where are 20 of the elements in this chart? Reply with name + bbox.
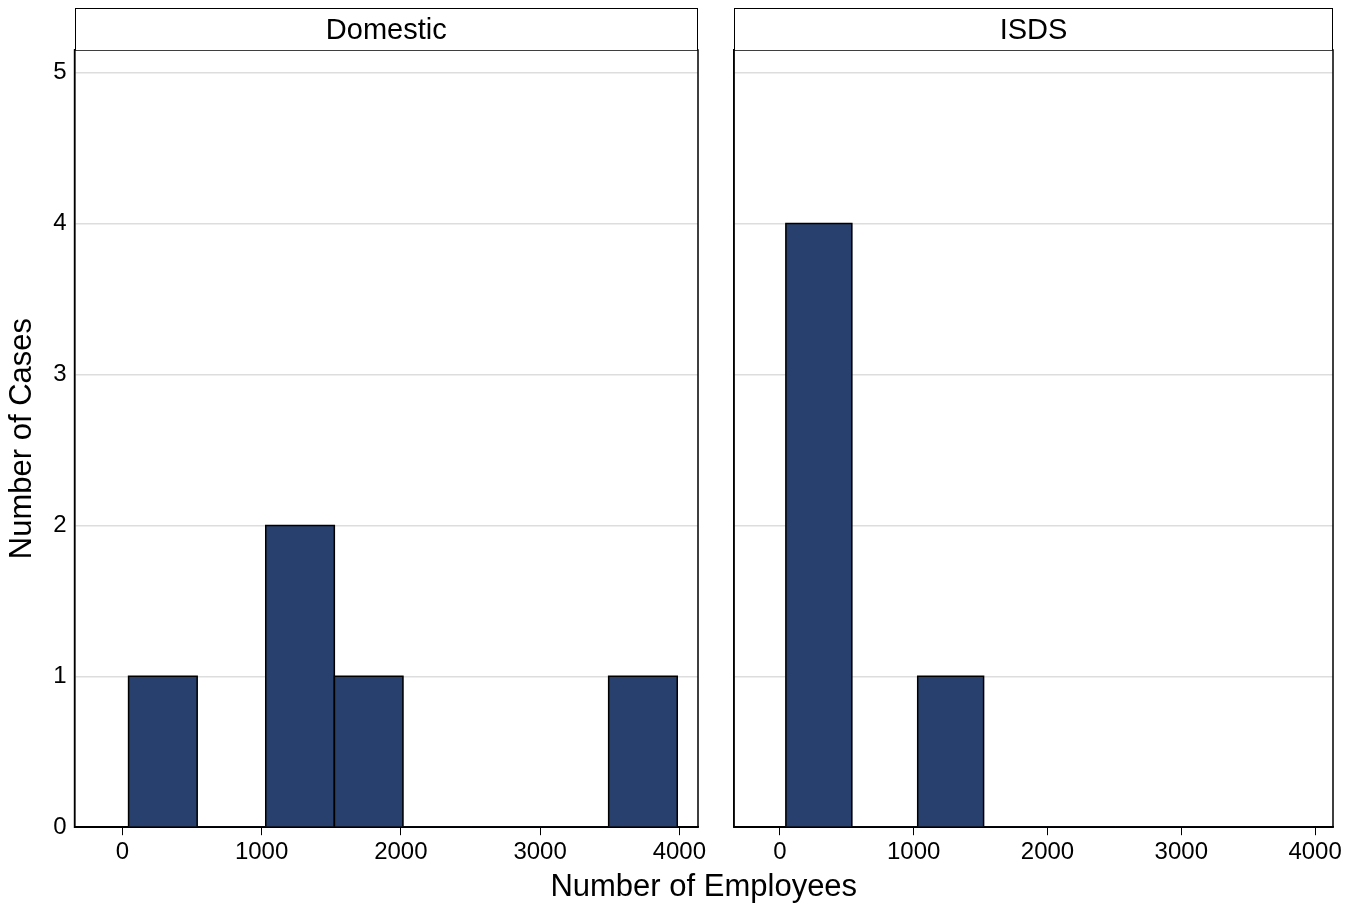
x-tick-label: 1000 — [886, 837, 941, 865]
x-tick-label: 2000 — [374, 837, 428, 865]
chart-title: ISDS — [734, 8, 1333, 50]
x-tick-label: 4000 — [652, 837, 707, 865]
x-tick-label: 0 — [773, 837, 787, 865]
y-tick-label: 1 — [53, 660, 67, 688]
y-tick-label: 4 — [53, 208, 67, 236]
y-tick-label: 5 — [53, 57, 67, 85]
x-tick-label: 0 — [115, 837, 129, 865]
y-tick-label: 0 — [53, 811, 67, 839]
x-tick-label: 3000 — [513, 837, 567, 865]
x-tick-label: 2000 — [1020, 837, 1075, 865]
x-axis-title: Number of Employees — [549, 868, 859, 904]
y-axis-title: Number of Cases — [3, 317, 39, 560]
x-tick-label: 3000 — [1154, 837, 1208, 865]
x-tick-label: 1000 — [234, 837, 289, 865]
y-tick-label: 3 — [53, 359, 67, 387]
x-tick-label: 4000 — [1288, 837, 1342, 865]
y-tick-label: 2 — [53, 510, 67, 537]
chart-title: Domestic — [74, 8, 698, 50]
